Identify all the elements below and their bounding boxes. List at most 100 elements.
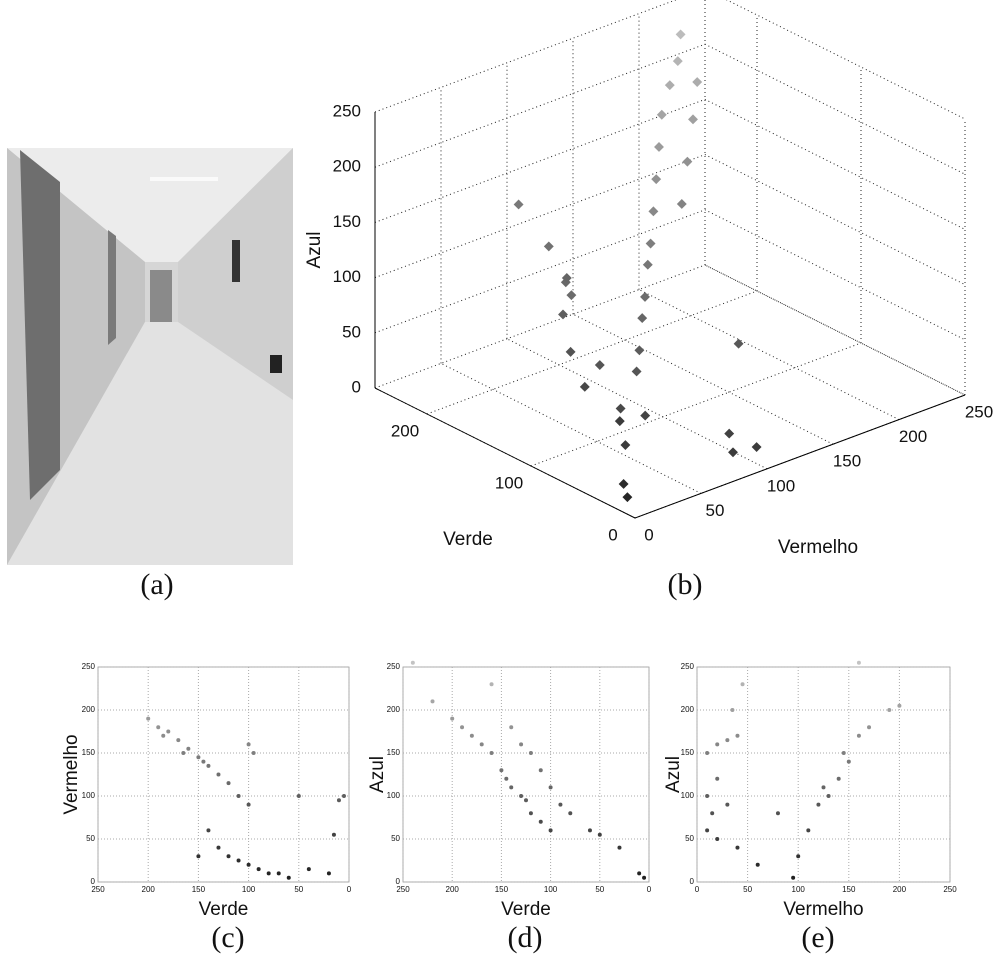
point <box>645 238 656 249</box>
x-tick-label: 250 <box>965 402 993 421</box>
point <box>725 802 730 807</box>
point <box>846 759 851 764</box>
point <box>226 781 231 786</box>
point <box>867 725 872 730</box>
point <box>724 428 735 439</box>
x-tick-label: 200 <box>893 885 907 894</box>
y-tick-label: 250 <box>82 662 96 671</box>
point <box>755 862 760 867</box>
point <box>186 746 191 751</box>
grid-line <box>704 264 966 396</box>
point <box>331 832 336 837</box>
grid-line <box>638 289 900 421</box>
point <box>856 660 861 665</box>
point <box>286 875 291 880</box>
point <box>479 742 484 747</box>
point <box>216 845 221 850</box>
point <box>715 776 720 781</box>
point <box>558 309 568 320</box>
point <box>146 716 151 721</box>
point <box>735 845 740 850</box>
point <box>618 479 629 489</box>
y-tick-label: 100 <box>495 473 523 492</box>
z-tick-label: 200 <box>333 157 361 176</box>
point <box>176 738 181 743</box>
x-tick-label: 150 <box>495 885 509 894</box>
caption: (d) <box>508 921 543 954</box>
z-tick-label: 250 <box>333 101 361 120</box>
point <box>509 785 514 790</box>
point <box>166 729 171 734</box>
z-tick-label: 50 <box>342 322 361 341</box>
point <box>675 29 686 40</box>
point <box>710 811 715 816</box>
point <box>640 410 651 421</box>
point <box>692 77 703 88</box>
grid-line <box>506 338 768 470</box>
point <box>640 291 650 302</box>
point <box>450 716 455 721</box>
x-tick-label: 200 <box>899 427 927 446</box>
point <box>196 854 201 859</box>
point <box>637 313 648 324</box>
point <box>548 828 553 833</box>
point <box>236 858 241 863</box>
point <box>528 811 533 816</box>
point <box>236 794 241 798</box>
grid-line <box>374 43 966 175</box>
point <box>565 346 576 357</box>
point <box>682 156 693 167</box>
point <box>296 794 301 798</box>
plot-area <box>696 666 951 883</box>
point <box>791 875 796 880</box>
point <box>826 794 831 798</box>
point <box>733 338 744 349</box>
y-tick-label: 150 <box>387 748 401 757</box>
point <box>597 832 602 837</box>
point <box>568 811 573 816</box>
y-tick-label: 200 <box>387 705 401 714</box>
y-tick-label: 100 <box>82 791 96 800</box>
point <box>836 776 841 781</box>
point <box>513 199 524 210</box>
caption: (c) <box>211 921 244 954</box>
point <box>558 802 563 807</box>
point <box>251 751 256 755</box>
point <box>897 703 902 708</box>
point <box>642 875 647 880</box>
point <box>206 763 211 768</box>
grid-line <box>374 98 966 230</box>
y-tick-label: 150 <box>681 748 695 757</box>
caption: (b) <box>668 568 703 601</box>
point <box>728 447 738 458</box>
point <box>594 360 605 370</box>
point <box>622 492 633 503</box>
point <box>538 819 543 824</box>
point <box>266 871 271 876</box>
point <box>410 660 415 665</box>
point <box>489 751 494 755</box>
point <box>246 742 251 747</box>
point <box>715 742 720 747</box>
point <box>634 345 645 356</box>
point <box>460 725 465 730</box>
y-tick-label: 200 <box>391 421 419 440</box>
point <box>841 751 846 755</box>
point <box>561 273 572 283</box>
x-tick-label: 0 <box>644 525 653 544</box>
point <box>705 794 710 798</box>
point <box>620 440 631 450</box>
x-tick-label: 0 <box>347 885 352 894</box>
y-tick-label: 100 <box>681 791 695 800</box>
y-tick-label: 250 <box>681 662 695 671</box>
point <box>656 109 667 120</box>
point <box>246 802 251 807</box>
x-axis-label: Verde <box>199 899 249 920</box>
point <box>246 862 251 867</box>
caption: (a) <box>140 568 173 601</box>
x-tick-label: 100 <box>767 476 795 495</box>
point <box>617 845 622 850</box>
y-axis-label: Azul <box>663 756 684 793</box>
x-tick-label: 100 <box>544 885 558 894</box>
